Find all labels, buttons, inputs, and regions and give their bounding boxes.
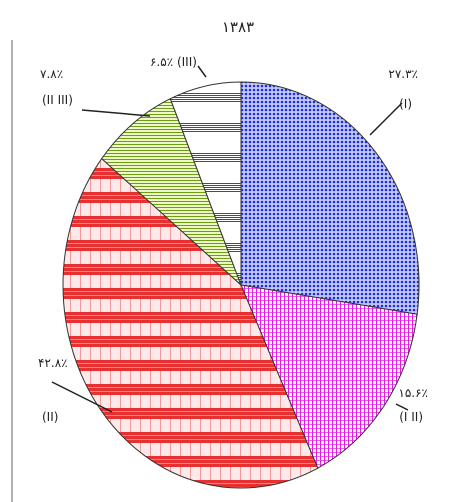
pie-slices [62,81,420,489]
slice-value-3: ۴۲.۸٪ [38,356,68,370]
slice-value-4: ۷.۸٪ [40,67,63,81]
pie-slice-2 [240,284,418,469]
pie-slice-1 [240,81,420,315]
slice-label-5: ۶.۵٪ (III) [150,55,197,69]
slice-value-2: ۱۵.۶٪ [398,386,428,400]
slice-label-1: (I) [399,97,412,111]
leader-lines [51,65,409,413]
leader-line-3 [51,381,113,413]
slice-labels: ۲۷.۳٪ (I) ۱۵.۶٪ (I II) ۴۲.۸٪ (II) ۷.۸٪ (II III)… [38,55,428,424]
pie-slice-3 [62,157,319,489]
slice-label-3: (II) [42,410,58,424]
leader-line-5 [197,65,207,78]
leader-line-4 [81,109,151,117]
chart-title: ۱۳۸۳ [222,18,254,36]
pie-slice-5 [169,81,242,286]
slice-label-4: (II III) [42,93,73,107]
leader-line-1 [369,102,403,136]
leader-line-2 [395,403,409,411]
slice-value-1: ۲۷.۳٪ [388,67,418,81]
slice-label-2: (I II) [399,410,423,424]
pie-slice-4 [101,98,242,286]
